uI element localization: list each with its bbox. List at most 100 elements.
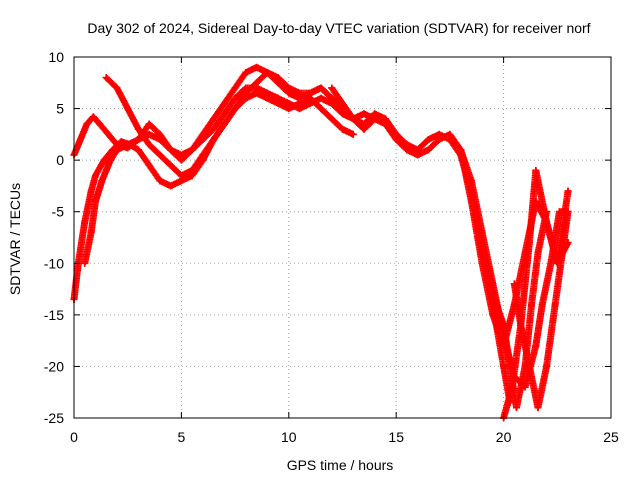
data-point xyxy=(117,138,125,146)
data-point xyxy=(76,136,84,144)
data-point xyxy=(274,94,282,102)
data-point xyxy=(113,84,121,92)
data-point xyxy=(113,146,121,154)
data-point xyxy=(210,136,218,144)
data-point xyxy=(107,156,115,164)
data-point xyxy=(242,84,250,92)
data-point xyxy=(83,120,91,128)
data-point xyxy=(124,141,132,149)
plot-frame xyxy=(73,56,612,419)
x-tick-label: 20 xyxy=(496,429,512,445)
x-tick-label: 10 xyxy=(281,429,297,445)
series-track-9 xyxy=(510,208,572,412)
x-tick-label: 0 xyxy=(70,429,78,445)
data-point xyxy=(467,197,475,205)
data-point xyxy=(296,105,304,113)
y-tick-label: -20 xyxy=(44,358,64,374)
data-point xyxy=(156,151,164,159)
data-point xyxy=(102,74,110,82)
data-point xyxy=(134,136,142,144)
data-point xyxy=(96,120,104,128)
data-point xyxy=(167,161,175,169)
y-tick-label: 10 xyxy=(48,49,64,65)
data-point xyxy=(87,187,95,195)
data-point xyxy=(134,146,142,154)
data-point xyxy=(167,182,175,190)
data-point xyxy=(551,301,559,309)
data-point xyxy=(285,84,293,92)
data-point xyxy=(317,84,325,92)
data-point xyxy=(220,120,228,128)
data-layer xyxy=(70,63,572,422)
y-tick-label: 5 xyxy=(56,101,64,117)
data-point xyxy=(517,321,525,329)
data-point xyxy=(124,105,132,113)
data-point xyxy=(508,383,516,391)
data-point xyxy=(199,156,207,164)
data-point xyxy=(360,110,368,118)
data-point xyxy=(435,136,443,144)
data-point xyxy=(220,110,228,118)
data-point xyxy=(104,130,112,138)
y-tick-label: -25 xyxy=(44,410,64,426)
data-point xyxy=(156,136,164,144)
data-point xyxy=(564,187,572,195)
data-point xyxy=(538,301,546,309)
data-point xyxy=(89,113,97,121)
data-point xyxy=(285,99,293,107)
chart-title: Day 302 of 2024, Sidereal Day-to-day VTE… xyxy=(87,20,590,36)
data-point xyxy=(457,146,465,154)
data-point xyxy=(317,105,325,113)
x-tick-label: 15 xyxy=(388,429,404,445)
ticks: 0 5 10 15 20 25 -25 -20 -15 -10 -5 0 5 10 xyxy=(44,49,619,445)
x-tick-label: 25 xyxy=(603,429,619,445)
data-point xyxy=(220,99,228,107)
data-point xyxy=(339,125,346,133)
data-point xyxy=(564,208,572,216)
y-tick-label: -15 xyxy=(44,307,64,323)
data-point xyxy=(231,84,239,92)
data-point xyxy=(317,94,325,102)
data-point xyxy=(145,161,153,169)
data-point xyxy=(188,172,196,180)
data-point xyxy=(349,115,357,123)
data-point xyxy=(500,362,508,370)
y-axis-label: SDTVAR / TECUs xyxy=(7,183,23,295)
data-point xyxy=(543,218,551,226)
data-point xyxy=(414,151,422,159)
data-point xyxy=(231,105,239,113)
data-point xyxy=(81,259,89,267)
data-point xyxy=(553,259,561,267)
data-point xyxy=(510,280,518,288)
y-tick-label: -10 xyxy=(44,255,64,271)
data-point xyxy=(296,89,304,97)
data-point xyxy=(145,130,153,138)
x-axis-label: GPS time / hours xyxy=(287,457,394,473)
data-point xyxy=(87,228,95,236)
data-point xyxy=(532,342,540,350)
y-tick-label: -5 xyxy=(52,204,65,220)
data-point xyxy=(145,120,153,128)
data-point xyxy=(532,166,540,174)
data-point xyxy=(392,136,400,144)
data-point xyxy=(98,177,106,185)
data-point xyxy=(478,259,486,267)
data-point xyxy=(263,68,271,76)
data-point xyxy=(91,197,99,205)
x-tick-label: 5 xyxy=(178,429,186,445)
data-point xyxy=(177,151,185,159)
data-point xyxy=(328,115,336,123)
data-point xyxy=(231,94,239,102)
data-point xyxy=(555,208,563,216)
data-point xyxy=(188,146,196,154)
data-point xyxy=(512,404,520,412)
data-point xyxy=(525,239,533,247)
data-point xyxy=(306,89,314,97)
data-point xyxy=(547,259,555,267)
data-point xyxy=(489,311,497,319)
data-point xyxy=(242,68,250,76)
data-point xyxy=(525,362,533,370)
data-point xyxy=(328,84,336,92)
data-point xyxy=(543,362,551,370)
